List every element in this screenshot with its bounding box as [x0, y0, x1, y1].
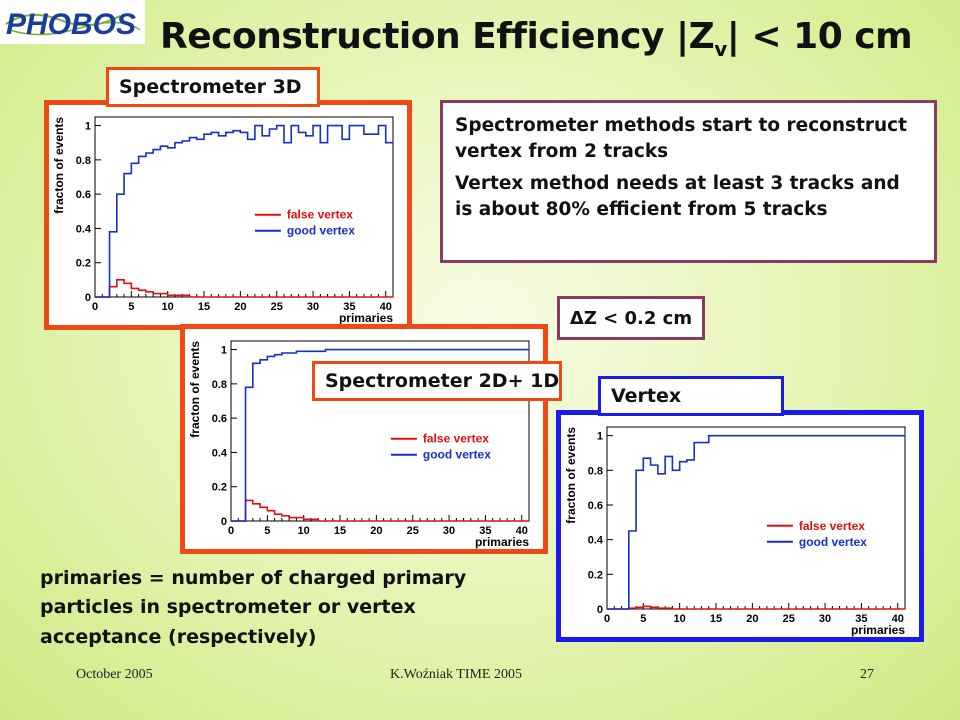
- x-tick-label: 35: [343, 301, 355, 313]
- legend-label: good vertex: [287, 224, 355, 238]
- legend-label: good vertex: [799, 535, 867, 549]
- y-tick-label: 0.6: [76, 189, 91, 201]
- y-tick-label: 0: [221, 516, 227, 528]
- x-tick-label: 35: [479, 525, 491, 537]
- method-notes-box: Spectrometer methods start to reconstruc…: [440, 100, 937, 263]
- y-tick-label: 0.8: [588, 465, 603, 477]
- chart-spectrometer-3d: 0 5 10 15 20 25 30 35 40 0 0.2 0.4 0.6 0.8 1 primaries f…: [52, 116, 394, 325]
- x-tick-label: 35: [855, 613, 867, 625]
- x-axis-label: primaries: [475, 535, 529, 549]
- plot-frame: [94, 116, 394, 298]
- y-tick-label: 0.2: [76, 258, 91, 270]
- x-tick-label: 15: [710, 613, 722, 625]
- series-line-good-vertex: [607, 434, 905, 610]
- panel-label-spectrometer-2d1d: Spectrometer 2D+ 1D: [312, 361, 562, 401]
- x-tick-label: 20: [234, 301, 246, 313]
- chart-panel-spectrometer-3d: 0 5 10 15 20 25 30 35 40 0 0.2 0.4 0.6 0.8 1 primaries f…: [44, 100, 412, 330]
- x-tick-label: 30: [307, 301, 319, 313]
- x-tick-label: 0: [228, 525, 234, 537]
- x-tick-label: 40: [892, 613, 904, 625]
- phobos-logo: PHOBOS: [0, 0, 145, 44]
- y-tick-label: 0.2: [588, 569, 603, 581]
- y-tick-label: 1: [597, 431, 603, 443]
- x-tick-label: 20: [370, 525, 382, 537]
- x-tick-label: 5: [640, 613, 646, 625]
- y-tick-label: 0.4: [76, 223, 92, 235]
- y-axis-label: fracton of events: [52, 117, 66, 214]
- note-line: Vertex method needs at least 3 tracks an…: [455, 172, 900, 220]
- panel-label-vertex: Vertex: [598, 376, 784, 416]
- y-tick-label: 1: [85, 121, 91, 133]
- note-line: Spectrometer methods start to reconstruc…: [455, 115, 907, 162]
- series-line-good-vertex: [95, 124, 393, 298]
- x-tick-label: 30: [443, 525, 455, 537]
- x-tick-label: 0: [604, 613, 610, 625]
- logo-text: PHOBOS: [6, 8, 136, 41]
- legend-label: false vertex: [423, 432, 489, 446]
- legend-label: false vertex: [287, 208, 353, 222]
- x-tick-label: 25: [407, 525, 419, 537]
- x-tick-label: 20: [746, 613, 758, 625]
- series-line-false-vertex: [231, 499, 529, 522]
- y-tick-label: 0.6: [212, 413, 227, 425]
- x-tick-label: 10: [674, 613, 686, 625]
- chart-panel-vertex: 0 5 10 15 20 25 30 35 40 0 0.2 0.4 0.6 0.8 1 primaries f…: [556, 410, 924, 642]
- y-tick-label: 0.6: [588, 500, 603, 512]
- series-line-false-vertex: [607, 605, 905, 610]
- x-tick-label: 15: [334, 525, 346, 537]
- x-axis-label: primaries: [851, 623, 905, 637]
- plot-frame: [606, 426, 906, 610]
- legend-label: false vertex: [799, 519, 865, 533]
- panel-label-spectrometer-3d: Spectrometer 3D: [106, 67, 320, 107]
- legend-label: good vertex: [423, 448, 491, 462]
- footer-author: K.Woźniak TIME 2005: [390, 667, 522, 682]
- chart-panel-spectrometer-2d1d: 0 5 10 15 20 25 30 35 40 0 0.2 0.4 0.6 0.8 1 primaries f…: [180, 324, 548, 554]
- y-tick-label: 0.8: [212, 379, 227, 391]
- x-tick-label: 5: [264, 525, 270, 537]
- y-axis-label: fracton of events: [564, 427, 578, 524]
- y-tick-label: 0: [85, 292, 91, 304]
- x-tick-label: 40: [380, 301, 392, 313]
- x-tick-label: 15: [198, 301, 210, 313]
- footer-date: October 2005: [76, 667, 153, 682]
- x-tick-label: 25: [783, 613, 795, 625]
- delta-z-box: ΔZ < 0.2 cm: [557, 296, 705, 340]
- y-tick-label: 0.4: [212, 447, 228, 459]
- y-tick-label: 0.4: [588, 535, 604, 547]
- x-tick-label: 10: [162, 301, 174, 313]
- x-tick-label: 30: [819, 613, 831, 625]
- y-tick-label: 0.2: [212, 482, 227, 494]
- series-line-good-vertex: [231, 348, 529, 522]
- y-tick-label: 0: [597, 604, 603, 616]
- x-tick-label: 40: [516, 525, 528, 537]
- footnote: primaries = number of charged primary pa…: [40, 567, 467, 648]
- y-tick-label: 0.8: [76, 155, 91, 167]
- x-tick-label: 5: [128, 301, 134, 313]
- x-tick-label: 0: [92, 301, 98, 313]
- chart-vertex: 0 5 10 15 20 25 30 35 40 0 0.2 0.4 0.6 0.8 1 primaries f…: [564, 426, 906, 637]
- page-title: Reconstruction Efficiency |Zv| < 10 cm: [160, 16, 913, 62]
- x-tick-label: 25: [271, 301, 283, 313]
- series-line-false-vertex: [95, 279, 393, 298]
- footer-page-number: 27: [860, 667, 874, 682]
- y-tick-label: 1: [221, 345, 227, 357]
- x-axis-label: primaries: [339, 311, 393, 325]
- x-tick-label: 10: [298, 525, 310, 537]
- y-axis-label: fracton of events: [188, 341, 202, 438]
